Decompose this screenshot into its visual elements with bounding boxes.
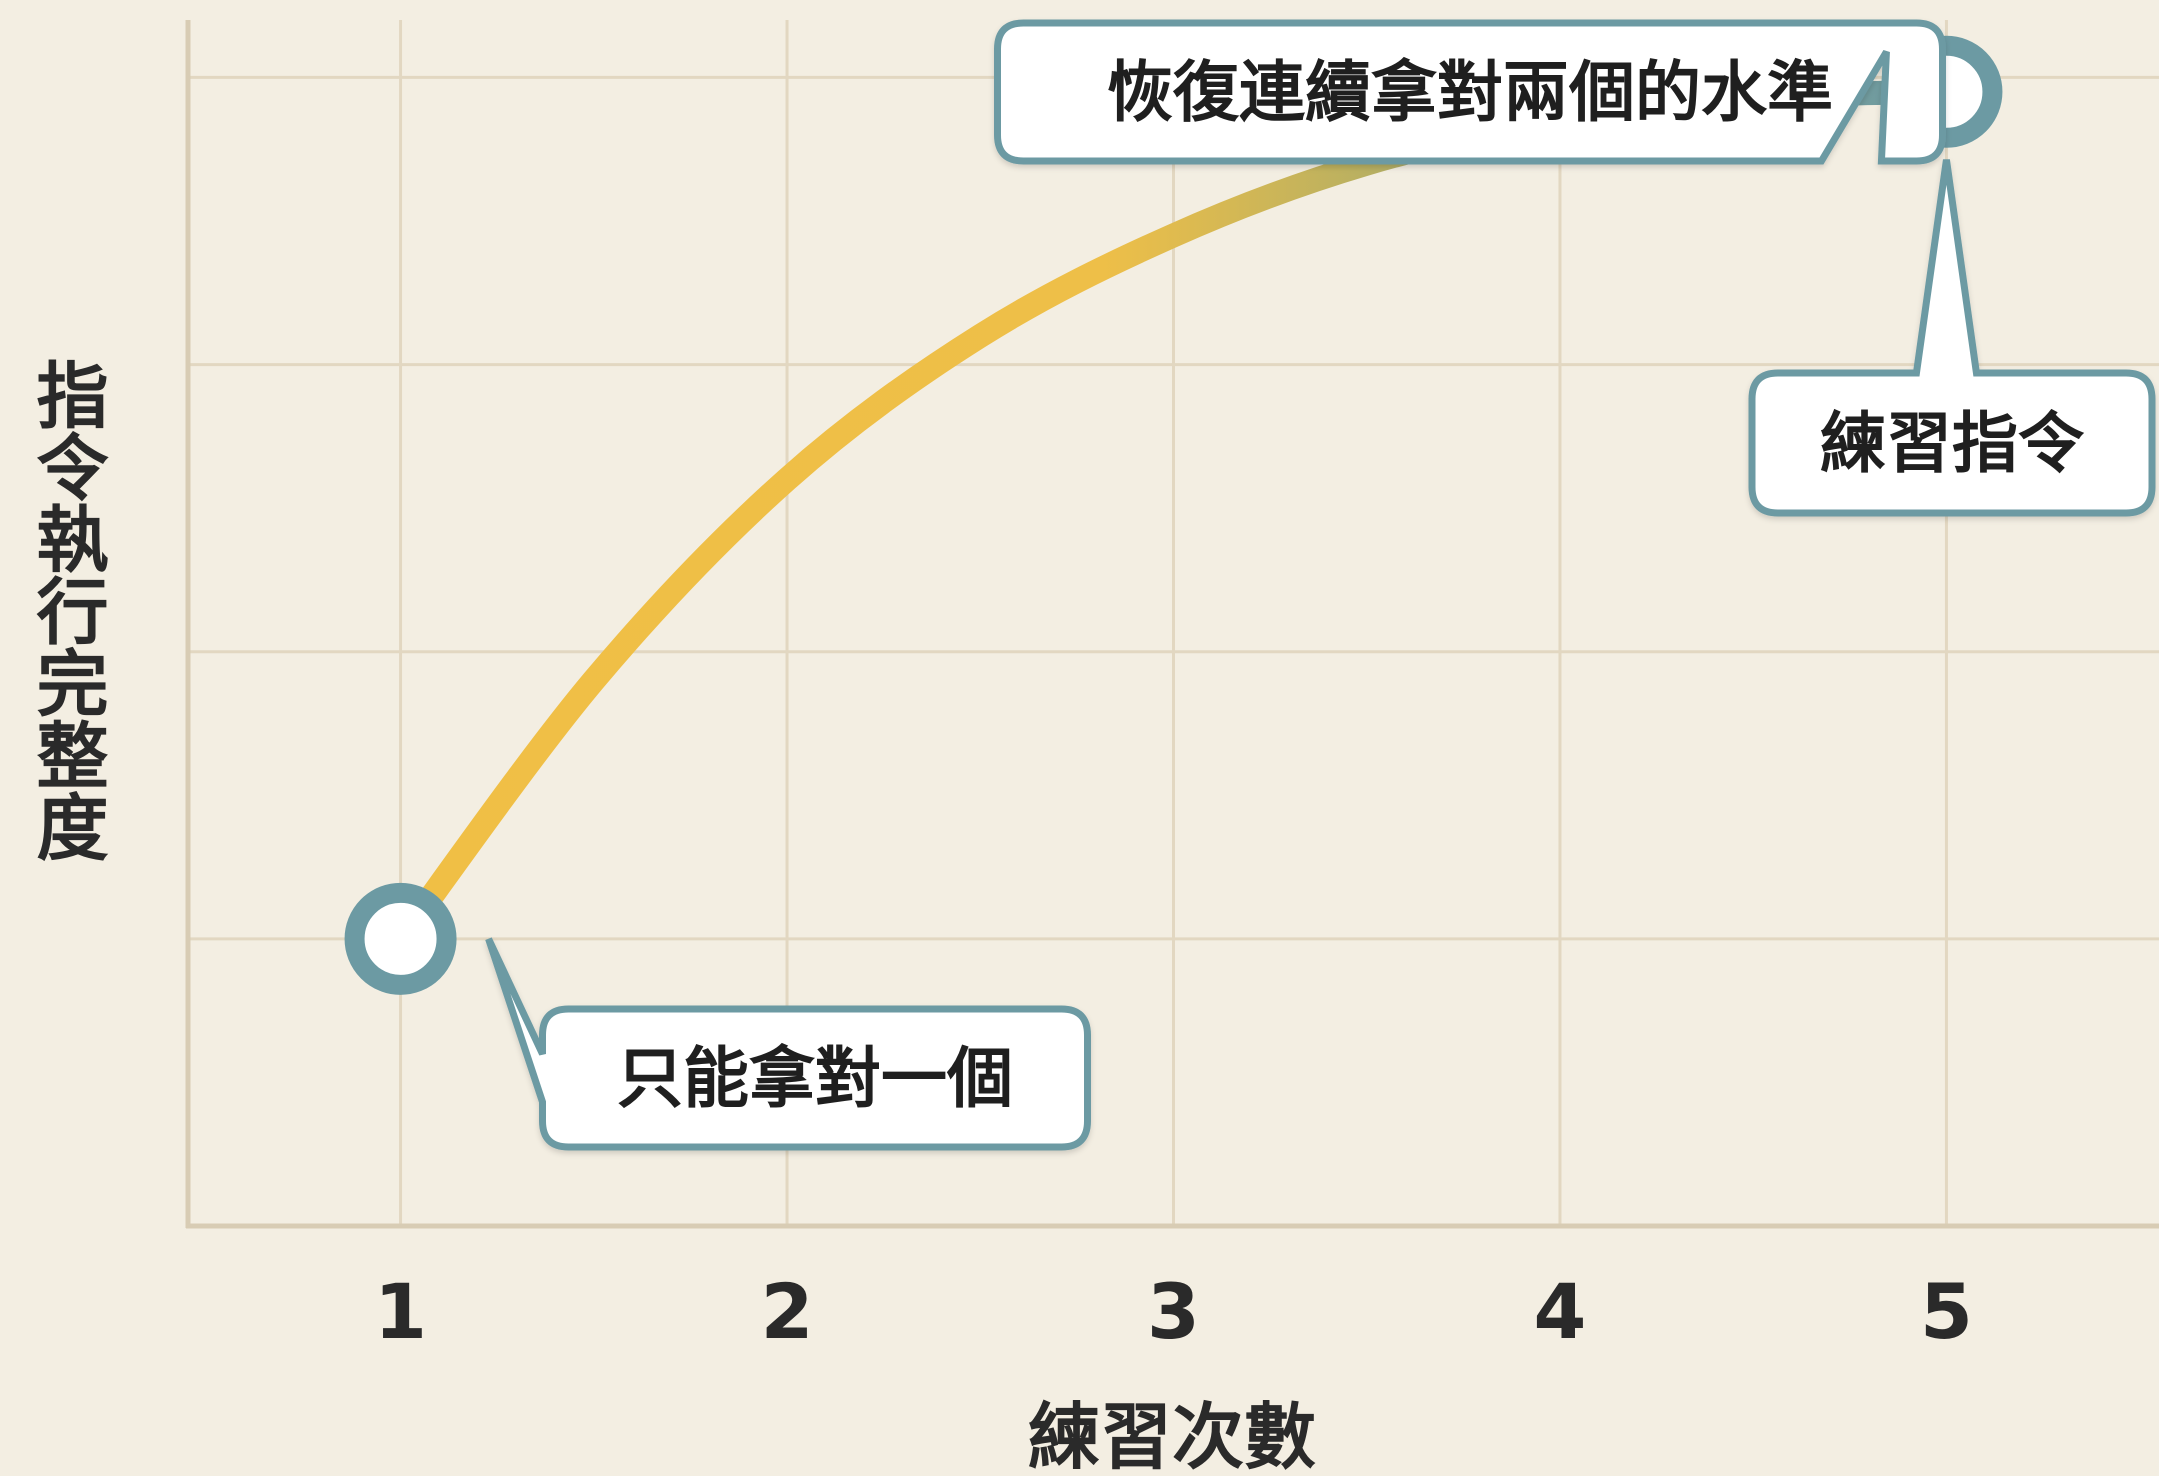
x-tick-labels: 1 2 3 4 5 xyxy=(374,1267,1973,1356)
callout-start: 只能拿對一個 xyxy=(485,937,1091,1151)
x-tick-label: 2 xyxy=(761,1267,814,1356)
callout-start-bubble xyxy=(485,937,1091,1151)
x-axis-title: 練習次數 xyxy=(1028,1395,1316,1476)
callout-practice-text: 練習指令 xyxy=(1820,405,2085,482)
x-tick-label: 5 xyxy=(1920,1267,1973,1356)
axes xyxy=(185,20,2159,1229)
callout-start-text: 只能拿對一個 xyxy=(617,1040,1013,1117)
x-tick-label: 3 xyxy=(1147,1267,1200,1356)
x-tick-label: 1 xyxy=(374,1267,427,1356)
y-axis-title: 指令執行完整度 xyxy=(24,358,108,862)
x-tick-label: 4 xyxy=(1534,1267,1587,1356)
callout-top-text: 恢復連續拿對兩個的水準 xyxy=(1107,54,1833,131)
callout-practice: 練習指令 xyxy=(1748,159,2156,517)
callout-top: 恢復連續拿對兩個的水準 xyxy=(994,19,1946,165)
callout-practice-bubble xyxy=(1748,159,2156,517)
data-point-marker xyxy=(344,882,457,995)
callout-top-bubble xyxy=(994,19,1946,165)
